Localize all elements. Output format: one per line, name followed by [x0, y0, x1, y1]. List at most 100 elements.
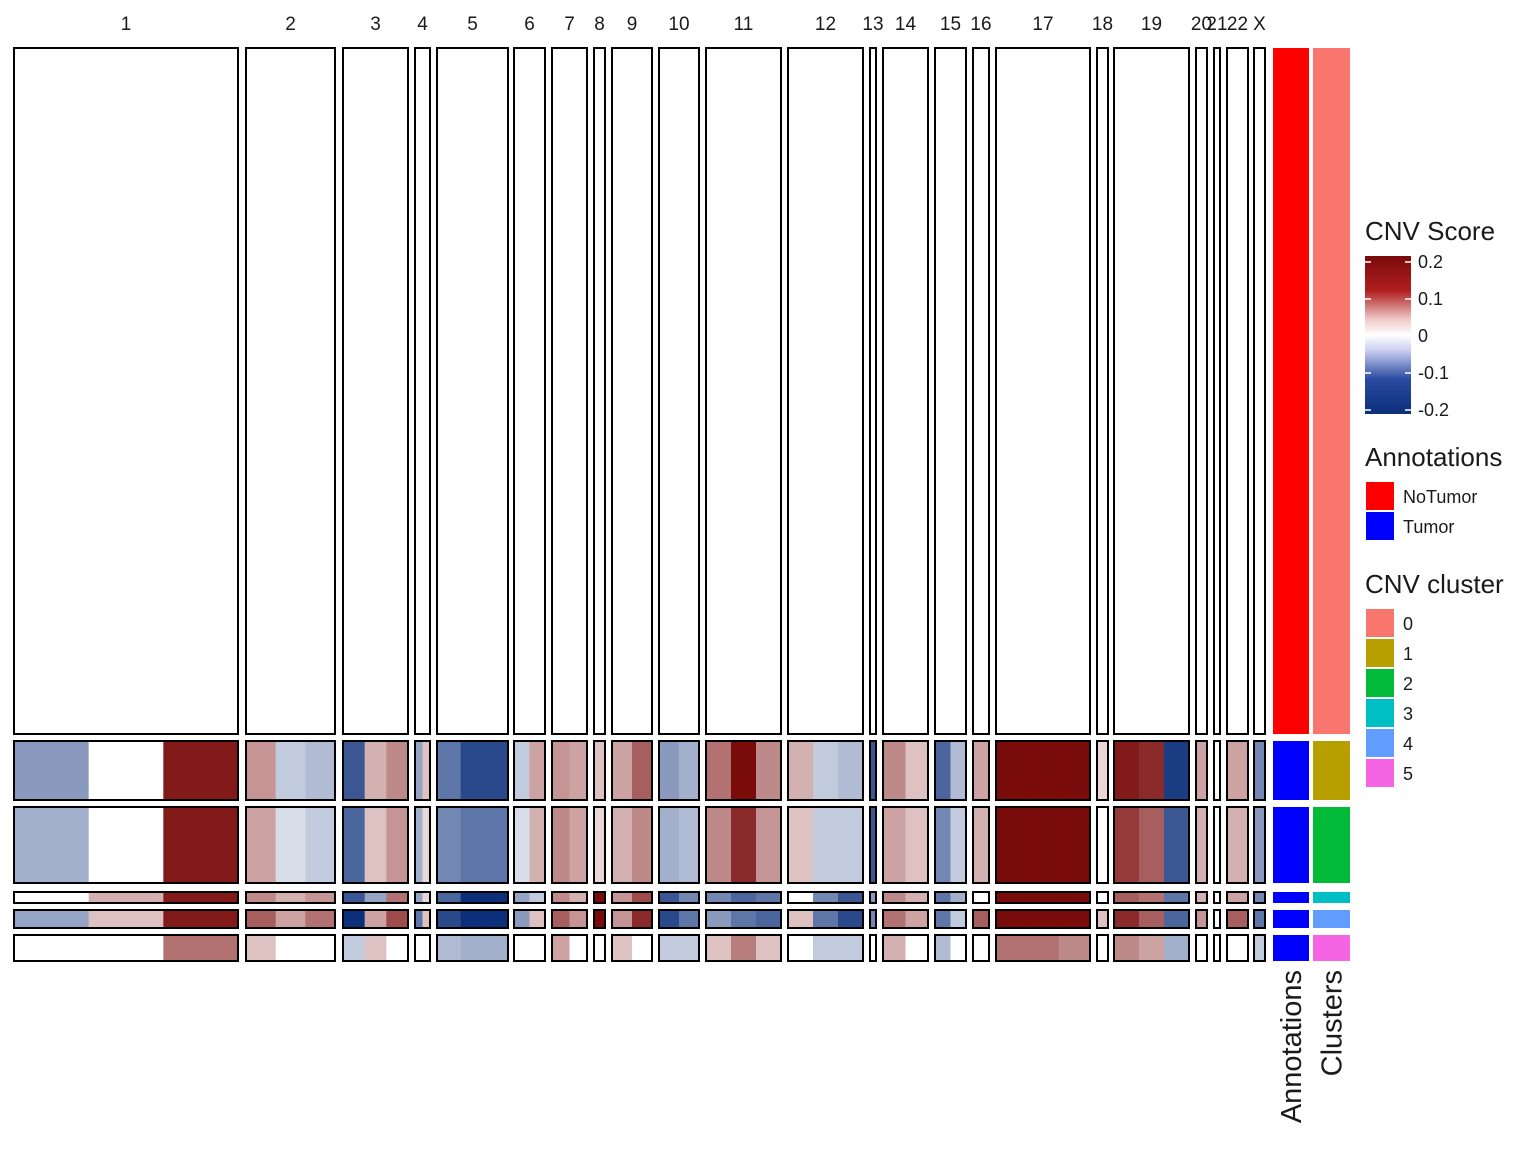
cnv-cell	[996, 910, 1028, 928]
cnv-cell	[788, 807, 814, 883]
cnv-cell	[612, 910, 633, 928]
cnv-score-legend-title: CNV Score	[1365, 216, 1495, 246]
heatmap-panel-border	[787, 934, 864, 962]
cnv-cell	[1027, 935, 1060, 961]
cnv-cell	[343, 892, 366, 903]
cnv-cell	[14, 910, 90, 928]
cnv-cell	[88, 48, 164, 734]
cnv-cell	[838, 741, 864, 800]
cnv-cell	[1114, 892, 1140, 903]
chromosome-label: 17	[1032, 14, 1053, 35]
cnv-cell	[343, 935, 366, 961]
cnv-cell	[996, 892, 1028, 903]
heatmap-panel-border	[551, 740, 588, 801]
chromosome-label: 12	[815, 14, 836, 35]
cnv-cell	[1227, 910, 1249, 928]
cnv-cell	[731, 48, 757, 734]
cnv-cell	[594, 892, 606, 903]
cnv-cell	[731, 892, 757, 903]
heatmap-panel-border	[869, 934, 877, 962]
heatmap-panel-border	[705, 891, 782, 904]
cnv-cell	[552, 741, 571, 800]
heatmap-panel-border	[1096, 909, 1109, 929]
cnv-cell	[973, 807, 990, 883]
cnv-cell	[706, 935, 732, 961]
cnv-cell	[1254, 48, 1266, 734]
heatmap-panel-border	[551, 909, 588, 929]
cnv-cell	[679, 807, 700, 883]
cnv-cell	[275, 807, 306, 883]
cnv-cell	[1058, 807, 1091, 883]
cnv-cell	[935, 48, 952, 734]
cnv-cell	[514, 910, 531, 928]
cnv-score-colorbar	[1365, 256, 1411, 414]
cnv-cell	[1196, 48, 1208, 734]
cnv-cell	[788, 910, 814, 928]
cnv-cell	[514, 935, 531, 961]
cnv-cell	[1254, 935, 1266, 961]
cnv-cell	[1214, 48, 1221, 734]
heatmap-panel-border	[882, 891, 929, 904]
cnv-cell	[88, 741, 164, 800]
heatmap-panel-border	[934, 891, 967, 904]
heatmap-panel-border	[995, 934, 1091, 962]
cnv-cell	[246, 807, 277, 883]
cluster-legend-label: 1	[1403, 644, 1413, 664]
heatmap-panel-border	[436, 806, 509, 884]
heatmap-panel-border	[1113, 891, 1190, 904]
cnv-cell	[813, 935, 839, 961]
heatmap-panel-border	[551, 47, 588, 735]
colorbar-tick-label: 0.2	[1418, 252, 1443, 272]
heatmap-panel-border	[882, 934, 929, 962]
heatmap-panel-border	[995, 909, 1091, 929]
chromosome-label: 4	[417, 14, 428, 35]
cnv-cell	[612, 741, 633, 800]
cluster-bar-cell	[1313, 935, 1350, 961]
cnv-cell	[552, 48, 571, 734]
cnv-cell	[460, 741, 485, 800]
legends: CNV Score 0.2 0.1 0 -0.1 -0.2 Annotations No…	[1365, 216, 1504, 787]
cnv-cell	[870, 741, 877, 800]
cnv-cell	[594, 935, 606, 961]
cnv-cell	[422, 807, 431, 883]
cnv-cell	[973, 741, 990, 800]
cnv-cell	[88, 935, 164, 961]
cnv-cell	[275, 48, 306, 734]
cnv-cell	[996, 48, 1028, 734]
cnv-cell	[305, 935, 336, 961]
heatmap-panel-border	[658, 740, 700, 801]
cluster-legend-swatch	[1366, 699, 1394, 727]
cnv-cell	[163, 807, 239, 883]
cluster-legend-swatch	[1366, 759, 1394, 787]
heatmap-panel-border	[1213, 934, 1221, 962]
cnv-cell	[246, 892, 277, 903]
chromosome-label: 9	[627, 14, 638, 35]
heatmap-panel-border	[414, 740, 431, 801]
cnv-cell	[460, 910, 485, 928]
heatmap-panel-border	[611, 806, 653, 884]
heatmap-panel-border	[513, 909, 546, 929]
cnv-cell	[305, 48, 336, 734]
cluster-bar-cell	[1313, 892, 1350, 903]
heatmap-panel-border	[972, 806, 990, 884]
cnv-cell	[731, 935, 757, 961]
cnv-cell	[1097, 935, 1109, 961]
heatmap-panel-border	[882, 47, 929, 735]
cnv-cell	[679, 48, 700, 734]
heatmap-panel-border	[1096, 47, 1109, 735]
heatmap-panel-border	[513, 740, 546, 801]
heatmap-panel-border	[245, 47, 336, 735]
heatmap-panel-border	[1213, 47, 1221, 735]
cnv-cell	[883, 741, 907, 800]
cnv-cell	[1058, 910, 1091, 928]
heatmap-panel-border	[1113, 47, 1190, 735]
cnv-cell	[1196, 892, 1208, 903]
chromosome-label: 7	[564, 14, 575, 35]
heatmap-panel-border	[414, 806, 431, 884]
cnv-cell	[305, 910, 336, 928]
cnv-cell	[386, 741, 409, 800]
heatmap-panel-border	[972, 934, 990, 962]
cluster-bar-cell	[1313, 48, 1350, 734]
cnv-cell	[305, 892, 336, 903]
cnv-cell	[838, 910, 864, 928]
